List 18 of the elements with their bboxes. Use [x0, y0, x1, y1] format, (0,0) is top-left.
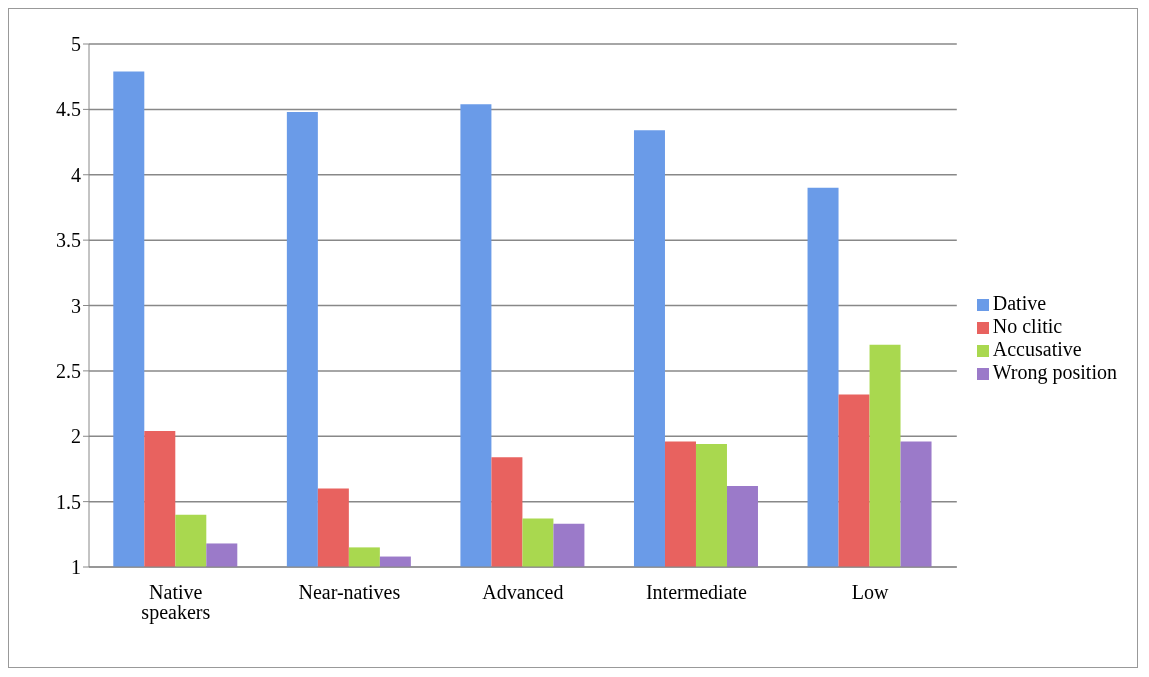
legend-label: Dative: [992, 292, 1047, 314]
x-tick-label: Near-natives: [298, 581, 401, 604]
y-tick-label: 4: [71, 163, 81, 186]
y-tick-label: 3.5: [56, 229, 81, 252]
y-tick-label: 2.5: [56, 359, 81, 382]
x-tick-label: Advanced: [482, 581, 564, 604]
legend-label: Accusative: [992, 338, 1082, 360]
legend-label: No clitic: [992, 315, 1063, 337]
y-tick-label: 2: [71, 425, 81, 448]
x-tick-label: Low: [851, 581, 889, 604]
y-tick-label: 4.5: [56, 98, 81, 121]
x-tick-label: Intermediate: [645, 581, 748, 604]
y-tick-label: 1.5: [56, 490, 81, 513]
y-tick-label: 3: [71, 294, 81, 317]
x-tick-label: Native speakers: [141, 581, 211, 625]
y-tick-label: 5: [71, 33, 81, 56]
y-tick-label: 1: [71, 556, 81, 579]
legend-label: Wrong position: [992, 361, 1117, 383]
